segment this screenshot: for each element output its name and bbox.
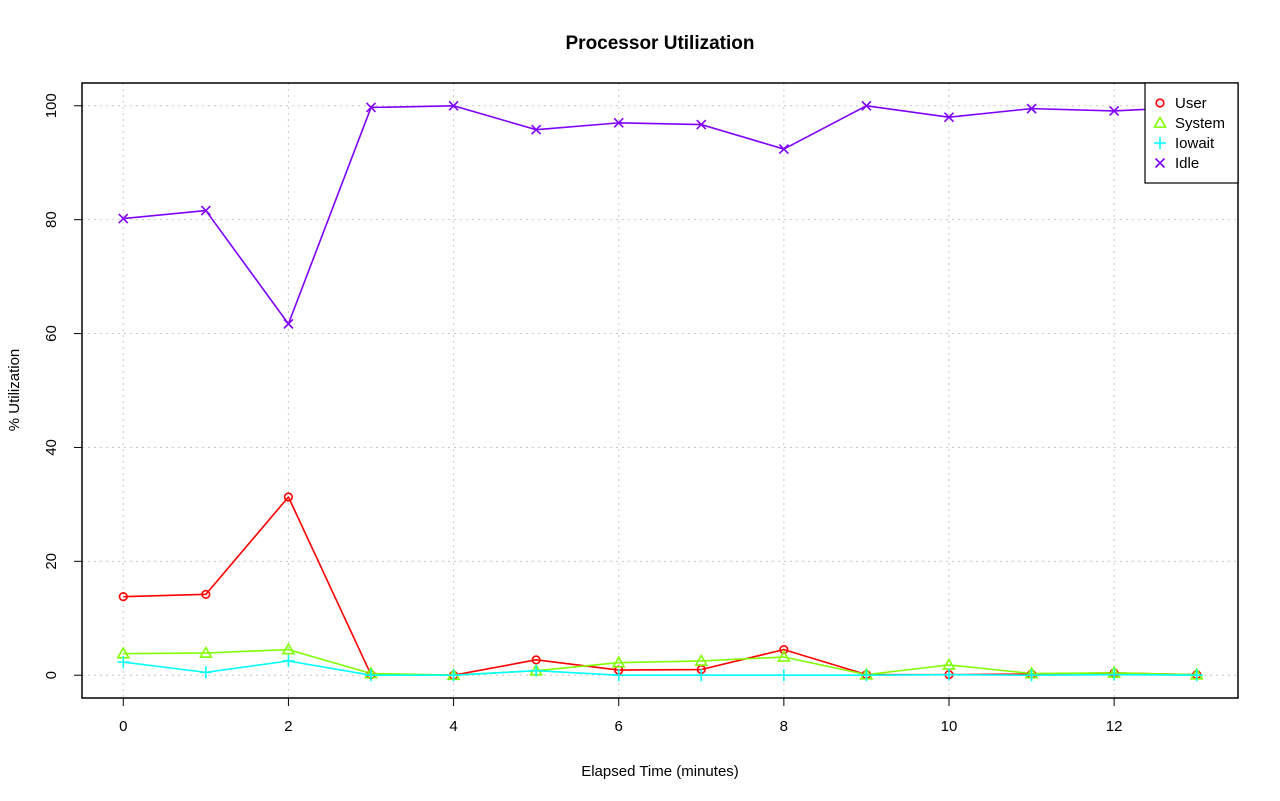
data-point-iowait bbox=[1190, 669, 1203, 682]
data-point-iowait bbox=[365, 669, 377, 682]
data-point-idle bbox=[1109, 105, 1120, 116]
chart-title: Processor Utilization bbox=[566, 33, 755, 54]
x-tick-label: 4 bbox=[449, 718, 457, 735]
data-point-user bbox=[118, 592, 128, 602]
data-point-idle bbox=[613, 117, 624, 128]
data-point-idle bbox=[778, 143, 789, 155]
x-tick-label: 10 bbox=[941, 718, 958, 735]
legend-label-iowait: Iowait bbox=[1175, 135, 1215, 152]
data-point-iowait bbox=[117, 656, 130, 669]
data-point-system bbox=[611, 655, 626, 668]
series-lines bbox=[123, 104, 1197, 677]
series-line-idle bbox=[123, 104, 1197, 325]
data-point-iowait bbox=[1108, 668, 1121, 681]
y-tick-label: 100 bbox=[43, 93, 60, 118]
grid-lines bbox=[82, 83, 1238, 698]
data-point-iowait bbox=[777, 669, 790, 682]
y-tick-label: 20 bbox=[43, 553, 60, 570]
x-tick-label: 2 bbox=[284, 718, 292, 735]
legend: User System Iowait Idle bbox=[1144, 82, 1239, 184]
data-point-idle bbox=[861, 100, 872, 111]
data-point-idle bbox=[448, 100, 459, 111]
data-point-idle bbox=[365, 102, 377, 113]
y-axis: 0 20 40 60 80 100 bbox=[43, 93, 82, 679]
data-point-idle bbox=[118, 213, 129, 224]
data-point-user bbox=[201, 589, 211, 599]
series-line-iowait bbox=[123, 660, 1197, 677]
data-point-iowait bbox=[695, 669, 708, 682]
legend-symbol-system bbox=[1153, 115, 1167, 128]
x-axis: 0 2 4 6 8 10 12 bbox=[119, 698, 1122, 735]
data-point-iowait bbox=[860, 669, 873, 682]
data-point-idle bbox=[200, 205, 211, 216]
data-point-system bbox=[198, 645, 213, 658]
y-tick-label: 40 bbox=[43, 439, 60, 456]
series-line-system bbox=[123, 648, 1197, 677]
series-line-user bbox=[123, 496, 1197, 677]
legend-symbol-iowait bbox=[1154, 137, 1166, 149]
data-point-iowait bbox=[1025, 669, 1038, 682]
y-axis-label: % Utilization bbox=[6, 349, 23, 432]
data-point-iowait bbox=[199, 666, 212, 679]
legend-label-system: System bbox=[1175, 115, 1225, 132]
y-tick-label: 60 bbox=[43, 325, 60, 342]
data-point-idle bbox=[943, 112, 955, 123]
data-point-system bbox=[694, 653, 709, 666]
data-point-iowait bbox=[943, 668, 955, 681]
data-point-system bbox=[281, 642, 296, 655]
data-point-idle bbox=[283, 318, 294, 329]
x-tick-label: 0 bbox=[119, 718, 127, 735]
data-point-idle bbox=[696, 119, 707, 130]
legend-symbol-user bbox=[1155, 98, 1165, 108]
data-point-iowait bbox=[530, 664, 543, 677]
x-tick-label: 6 bbox=[615, 718, 623, 735]
data-point-system bbox=[776, 649, 791, 662]
data-point-iowait bbox=[447, 669, 460, 682]
data-point-user bbox=[283, 492, 294, 502]
y-tick-label: 0 bbox=[43, 671, 60, 679]
legend-label-idle: Idle bbox=[1175, 155, 1199, 172]
data-point-iowait bbox=[282, 654, 295, 667]
data-point-user bbox=[779, 644, 789, 655]
legend-label-user: User bbox=[1175, 95, 1207, 112]
data-point-iowait bbox=[612, 669, 625, 682]
plot-frame bbox=[81, 82, 1239, 699]
data-point-idle bbox=[531, 124, 542, 135]
x-axis-label: Elapsed Time (minutes) bbox=[581, 763, 739, 780]
series-markers bbox=[116, 100, 1204, 682]
x-tick-label: 8 bbox=[780, 718, 788, 735]
legend-symbol-idle bbox=[1154, 157, 1166, 169]
x-tick-label: 12 bbox=[1106, 718, 1123, 735]
y-tick-label: 80 bbox=[43, 211, 60, 228]
data-point-idle bbox=[1026, 103, 1037, 114]
